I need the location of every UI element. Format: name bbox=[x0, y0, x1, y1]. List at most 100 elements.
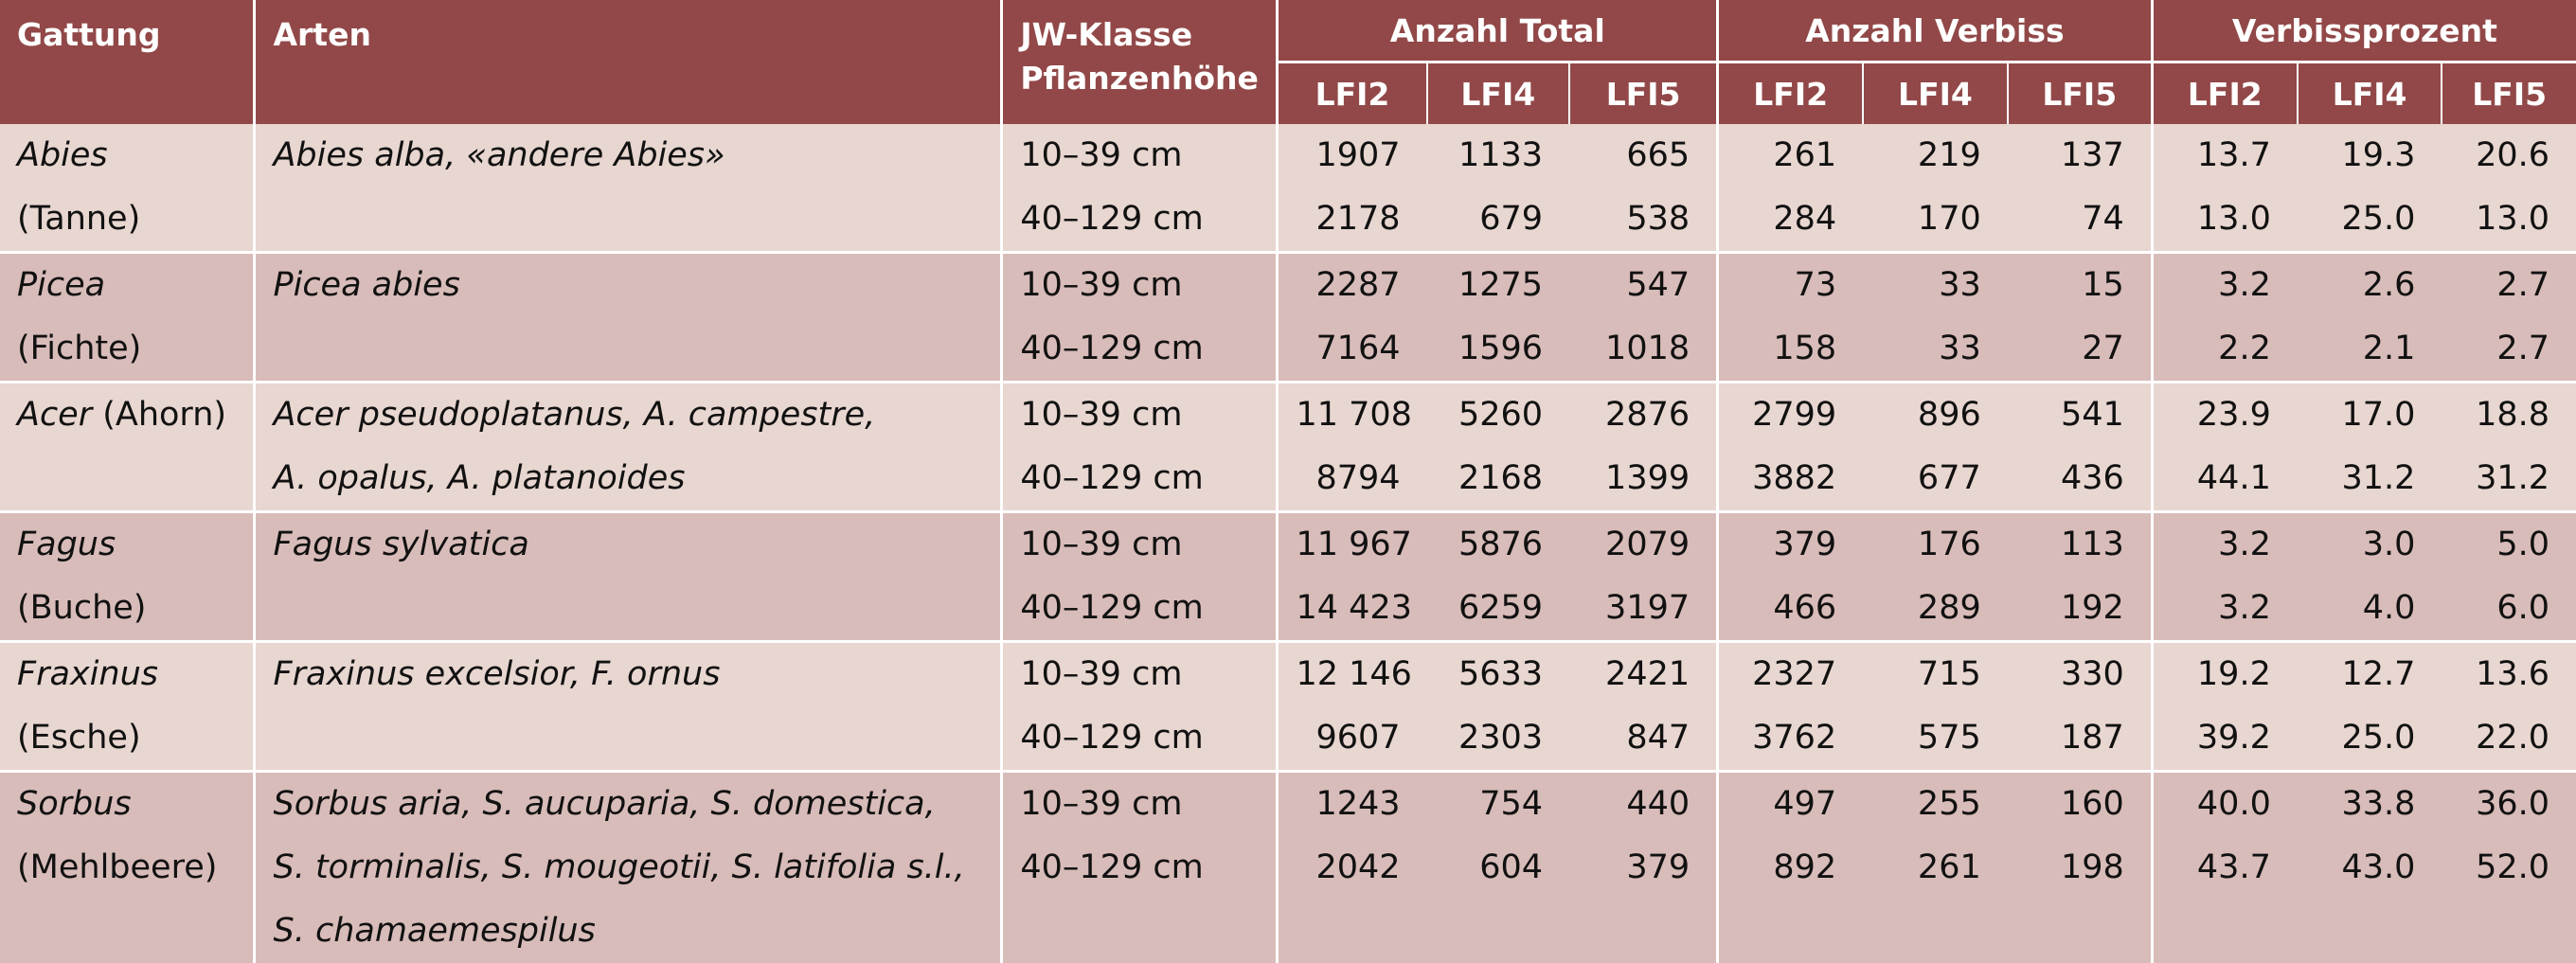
header-anzahl-verbiss: Anzahl Verbiss bbox=[1716, 0, 2153, 63]
cell-value: 2287 bbox=[1277, 251, 1427, 317]
gattung-latin: Picea bbox=[17, 266, 106, 304]
table-row: (Tanne) 40–129 cm 2178 679 538 284 170 74 13.0 25… bbox=[0, 187, 2576, 253]
cell-value: 538 bbox=[1569, 187, 1720, 253]
cell-value: 715 bbox=[1863, 640, 2008, 706]
cell-value: 33 bbox=[1863, 317, 2008, 383]
cell-jw-klasse: 10–39 cm bbox=[1001, 640, 1279, 706]
cell-value bbox=[1863, 900, 2008, 963]
cell-arten bbox=[254, 706, 1004, 772]
cell-value: 1907 bbox=[1277, 124, 1427, 187]
cell-value: 11 967 bbox=[1277, 510, 1427, 577]
cell-jw-klasse: 10–39 cm bbox=[1001, 510, 1279, 577]
cell-value: 160 bbox=[2007, 770, 2154, 836]
cell-value: 1596 bbox=[1426, 317, 1570, 383]
cell-gattung: (Esche) bbox=[0, 706, 257, 772]
cell-jw-klasse: 40–129 cm bbox=[1001, 317, 1279, 383]
cell-value: 198 bbox=[2007, 836, 2154, 900]
cell-value: 3.2 bbox=[2152, 251, 2298, 317]
cell-jw-klasse: 10–39 cm bbox=[1001, 251, 1279, 317]
cell-jw-klasse: 40–129 cm bbox=[1001, 836, 1279, 900]
cell-value bbox=[1277, 900, 1427, 963]
table-row: Fagus Fagus sylvatica 10–39 cm 11 967 5876 20… bbox=[0, 510, 2576, 577]
cell-value: 23.9 bbox=[2152, 381, 2298, 447]
cell-value: 176 bbox=[1863, 510, 2008, 577]
cell-value: 289 bbox=[1863, 577, 2008, 642]
cell-arten bbox=[254, 187, 1004, 253]
gattung-latin: Sorbus bbox=[17, 785, 132, 823]
cell-value: 3882 bbox=[1717, 447, 1864, 512]
subheader-cell: LFI2 bbox=[2150, 62, 2298, 124]
cell-value: 261 bbox=[1863, 836, 2008, 900]
cell-value: 13.6 bbox=[2442, 640, 2576, 706]
header-jw-line2: Pflanzenhöhe bbox=[1020, 60, 1259, 97]
cell-value: 255 bbox=[1863, 770, 2008, 836]
header-gattung: Gattung bbox=[0, 0, 255, 124]
cell-value: 896 bbox=[1863, 381, 2008, 447]
cell-value: 15 bbox=[2007, 251, 2154, 317]
cell-value: 2.7 bbox=[2442, 251, 2576, 317]
cell-value: 25.0 bbox=[2297, 706, 2442, 772]
cell-value: 18.8 bbox=[2442, 381, 2576, 447]
cell-value: 14 423 bbox=[1277, 577, 1427, 642]
cell-arten: A. opalus, A. platanoides bbox=[254, 447, 1004, 512]
cell-gattung: Fagus bbox=[0, 510, 257, 577]
cell-value: 1243 bbox=[1277, 770, 1427, 836]
cell-gattung: (Fichte) bbox=[0, 317, 257, 383]
cell-value: 13.0 bbox=[2152, 187, 2298, 253]
cell-value: 19.2 bbox=[2152, 640, 2298, 706]
cell-value: 25.0 bbox=[2297, 187, 2442, 253]
cell-value: 33 bbox=[1863, 251, 2008, 317]
cell-value: 754 bbox=[1426, 770, 1570, 836]
subheader-cell: LFI4 bbox=[2296, 62, 2442, 124]
cell-value: 3197 bbox=[1569, 577, 1720, 642]
cell-jw-klasse: 10–39 cm bbox=[1001, 381, 1279, 447]
subheader-cell: LFI5 bbox=[2441, 62, 2576, 124]
gattung-common: (Esche) bbox=[17, 719, 141, 757]
cell-value: 187 bbox=[2007, 706, 2154, 772]
table-row: (Buche) 40–129 cm 14 423 6259 3197 466 289 192 3… bbox=[0, 577, 2576, 642]
cell-value: 3.0 bbox=[2297, 510, 2442, 577]
cell-value: 2876 bbox=[1569, 381, 1720, 447]
table-row: Acer (Ahorn) Acer pseudoplatanus, A. camp… bbox=[0, 381, 2576, 447]
cell-value: 5.0 bbox=[2442, 510, 2576, 577]
cell-value bbox=[1717, 900, 1864, 963]
cell-value: 1018 bbox=[1569, 317, 1720, 383]
cell-value: 1133 bbox=[1426, 124, 1570, 187]
gattung-common: (Mehlbeere) bbox=[17, 848, 218, 886]
cell-value: 158 bbox=[1717, 317, 1864, 383]
cell-arten: Picea abies bbox=[254, 251, 1004, 317]
cell-value: 19.3 bbox=[2297, 124, 2442, 187]
cell-gattung: (Tanne) bbox=[0, 187, 257, 253]
cell-value: 192 bbox=[2007, 577, 2154, 642]
cell-arten bbox=[254, 577, 1004, 642]
cell-value: 11 708 bbox=[1277, 381, 1427, 447]
cell-value bbox=[2442, 900, 2576, 963]
cell-value: 6.0 bbox=[2442, 577, 2576, 642]
cell-value: 219 bbox=[1863, 124, 2008, 187]
cell-value: 33.8 bbox=[2297, 770, 2442, 836]
cell-value: 3762 bbox=[1717, 706, 1864, 772]
cell-value: 2079 bbox=[1569, 510, 1720, 577]
cell-value: 547 bbox=[1569, 251, 1720, 317]
cell-value: 43.0 bbox=[2297, 836, 2442, 900]
cell-gattung bbox=[0, 900, 257, 963]
subheader-cell: LFI5 bbox=[1568, 62, 1718, 124]
cell-value: 31.2 bbox=[2297, 447, 2442, 512]
cell-value: 436 bbox=[2007, 447, 2154, 512]
cell-jw-klasse: 40–129 cm bbox=[1001, 187, 1279, 253]
cell-value: 7164 bbox=[1277, 317, 1427, 383]
cell-arten: Fraxinus excelsior, F. ornus bbox=[254, 640, 1004, 706]
cell-value: 892 bbox=[1717, 836, 1864, 900]
cell-value: 3.2 bbox=[2152, 510, 2298, 577]
cell-arten: Sorbus aria, S. aucuparia, S. domestica, bbox=[254, 770, 1004, 836]
cell-value: 466 bbox=[1717, 577, 1864, 642]
cell-value: 2327 bbox=[1717, 640, 1864, 706]
cell-value bbox=[2152, 900, 2298, 963]
cell-gattung: Acer (Ahorn) bbox=[0, 381, 257, 447]
subheader-cell: LFI4 bbox=[1425, 62, 1570, 124]
gattung-common: (Ahorn) bbox=[92, 396, 227, 434]
cell-value: 12 146 bbox=[1277, 640, 1427, 706]
cell-arten bbox=[254, 317, 1004, 383]
header-verbissprozent: Verbissprozent bbox=[2150, 0, 2576, 63]
cell-value: 113 bbox=[2007, 510, 2154, 577]
